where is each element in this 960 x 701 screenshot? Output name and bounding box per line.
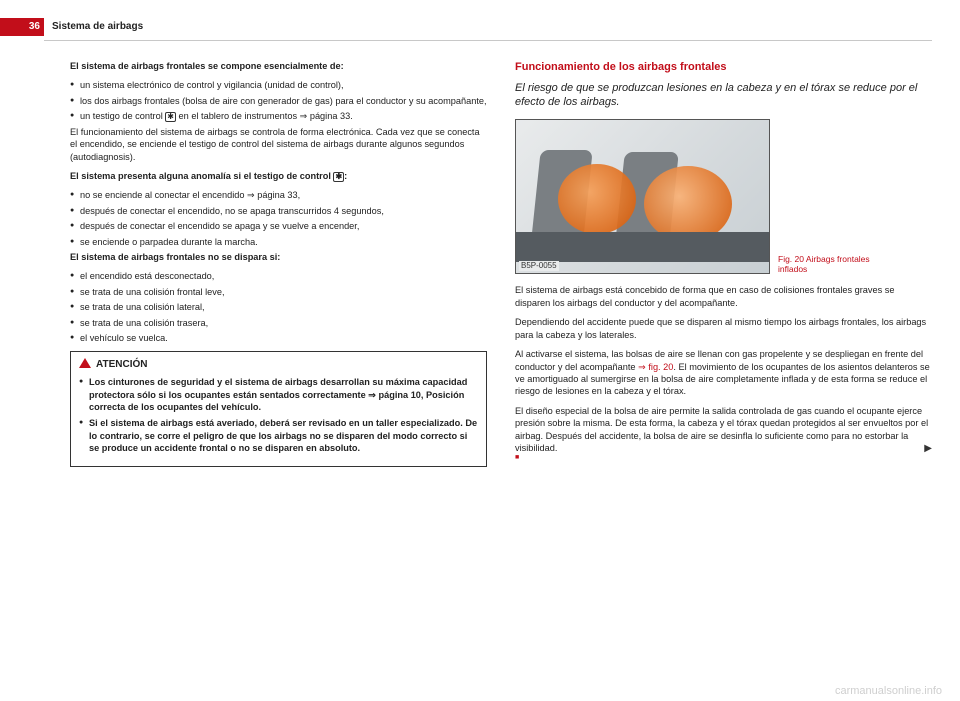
- paragraph: El sistema de airbags está concebido de …: [515, 284, 932, 309]
- text: El sistema presenta alguna anomalía si e…: [70, 171, 333, 181]
- figure-image: B5P-0055: [515, 119, 770, 274]
- text: un testigo de control: [80, 111, 165, 121]
- content-columns: El sistema de airbags frontales se compo…: [70, 60, 932, 673]
- left-column: El sistema de airbags frontales se compo…: [70, 60, 487, 673]
- airbag-warning-icon: ✱: [165, 112, 176, 122]
- figure-wrap: B5P-0055 Fig. 20 Airbags frontales infla…: [515, 119, 932, 274]
- airbag-shape: [644, 166, 732, 242]
- text: :: [344, 171, 347, 181]
- header-section-title: Sistema de airbags: [52, 18, 143, 36]
- figure-reference-code: B5P-0055: [519, 261, 559, 272]
- figure-cross-reference: ⇒ fig. 20: [638, 362, 673, 372]
- text: El diseño especial de la bolsa de aire p…: [515, 406, 928, 453]
- left-heading-2: El sistema presenta alguna anomalía si e…: [70, 170, 487, 182]
- text: en el tablero de instrumentos ⇒ página 3…: [176, 111, 353, 121]
- bullet-item: se trata de una colisión lateral,: [70, 301, 487, 313]
- page: 36 Sistema de airbags El sistema de airb…: [0, 0, 960, 701]
- bullet-item: no se enciende al conectar el encendido …: [70, 189, 487, 201]
- airbag-shape: [558, 164, 636, 234]
- airbag-warning-icon: ✱: [333, 172, 344, 182]
- footer-watermark: carmanualsonline.info: [0, 685, 960, 697]
- bullet-item: un sistema electrónico de control y vigi…: [70, 79, 487, 91]
- bullet-item: se trata de una colisión frontal leve,: [70, 286, 487, 298]
- figure-caption: Fig. 20 Airbags frontales inflados: [778, 254, 898, 274]
- end-marker-icon: ■: [515, 454, 519, 461]
- page-number-tab: 36: [0, 18, 44, 36]
- warning-title: ATENCIÓN: [79, 358, 478, 372]
- left-heading-3: El sistema de airbags frontales no se di…: [70, 251, 487, 263]
- bullet-item: un testigo de control ✱ en el tablero de…: [70, 110, 487, 122]
- bullet-item: se enciende o parpadea durante la marcha…: [70, 236, 487, 248]
- bullet-item: después de conectar el encendido se apag…: [70, 220, 487, 232]
- right-column: Funcionamiento de los airbags frontales …: [515, 60, 932, 673]
- dashboard-shape: [516, 232, 769, 262]
- paragraph: Al activarse el sistema, las bolsas de a…: [515, 348, 932, 398]
- paragraph: Dependiendo del accidente puede que se d…: [515, 316, 932, 341]
- warning-bullet: Los cinturones de seguridad y el sistema…: [79, 376, 478, 413]
- left-heading-1: El sistema de airbags frontales se compo…: [70, 60, 487, 72]
- bullet-item: el encendido está desconectado,: [70, 270, 487, 282]
- bullet-item: después de conectar el encendido, no se …: [70, 205, 487, 217]
- paragraph: El funcionamiento del sistema de airbags…: [70, 126, 487, 163]
- bullet-item: se trata de una colisión trasera,: [70, 317, 487, 329]
- warning-box: ATENCIÓN Los cinturones de seguridad y e…: [70, 351, 487, 467]
- paragraph: El diseño especial de la bolsa de aire p…: [515, 405, 932, 455]
- section-heading: Funcionamiento de los airbags frontales: [515, 60, 932, 75]
- section-subheading: El riesgo de que se produzcan lesiones e…: [515, 81, 932, 110]
- continue-arrow-icon: ▶: [924, 442, 932, 456]
- warning-bullet: Si el sistema de airbags está averiado, …: [79, 417, 478, 454]
- warning-triangle-icon: [79, 358, 91, 368]
- header-rule: [44, 40, 932, 41]
- warning-label: ATENCIÓN: [96, 358, 147, 372]
- bullet-item: los dos airbags frontales (bolsa de aire…: [70, 95, 487, 107]
- bullet-item: el vehículo se vuelca.: [70, 332, 487, 344]
